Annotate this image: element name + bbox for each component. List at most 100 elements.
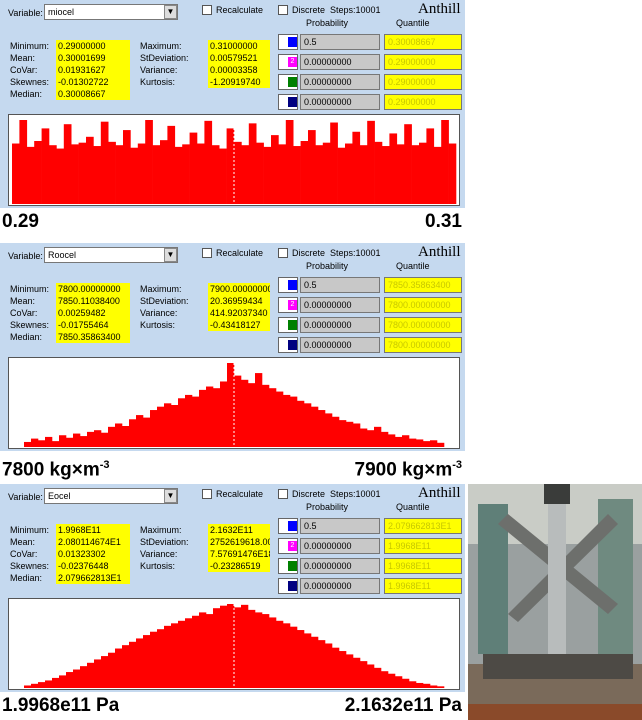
discrete-label: Discrete (292, 4, 325, 16)
histogram (8, 357, 460, 449)
quantile-button[interactable] (278, 94, 298, 110)
histogram-bar (402, 679, 409, 688)
variable-select[interactable]: Eocel (44, 488, 178, 504)
histogram-bar (123, 130, 131, 204)
photo (468, 484, 642, 720)
histogram-bar (220, 606, 227, 688)
dropdown-button[interactable]: ▼ (164, 489, 177, 503)
quantile-button[interactable] (278, 34, 298, 50)
range-label: 7900 kg×m-3 (355, 453, 463, 480)
histogram-bar (241, 605, 248, 688)
dropdown-button[interactable]: ▼ (164, 248, 177, 262)
stat-value: -0.43418127 (208, 319, 270, 331)
discrete-checkbox[interactable] (278, 5, 288, 15)
probability-field[interactable]: 0.00000000 (300, 538, 380, 554)
histogram-bar (325, 643, 332, 688)
quantile-button[interactable] (278, 74, 298, 90)
probability-field[interactable]: 0.00000000 (300, 558, 380, 574)
stat-value: -0.23286519 (208, 560, 270, 572)
histogram-bar (129, 419, 136, 447)
quantile-button[interactable]: 2 (278, 54, 298, 70)
variable-label: Variable: (8, 7, 43, 19)
quantile-button[interactable] (278, 558, 298, 574)
stat-value: 0.00259482 (56, 307, 130, 319)
histogram-bar (164, 403, 171, 447)
stat-label: Minimum: (10, 524, 49, 536)
button-swatch (288, 521, 297, 531)
stat-label: StDeviation: (140, 52, 189, 64)
histogram-bar (318, 640, 325, 688)
histogram-bar (206, 614, 213, 688)
probability-field[interactable]: 0.5 (300, 34, 380, 50)
quantile-button[interactable] (278, 277, 298, 293)
histogram-bar (332, 417, 339, 447)
histogram-bar (290, 627, 297, 688)
histogram-bar (426, 128, 434, 204)
recalculate-checkbox[interactable] (202, 248, 212, 258)
stat-label: Maximum: (140, 524, 182, 536)
histogram (8, 598, 460, 690)
discrete-label: Discrete (292, 247, 325, 259)
recalculate-label: Recalculate (216, 247, 263, 259)
probability-field[interactable]: 0.00000000 (300, 54, 380, 70)
variable-select[interactable]: Roocel (44, 247, 178, 263)
histogram-bar (241, 380, 248, 447)
histogram-bar (178, 398, 185, 447)
recalculate-checkbox[interactable] (202, 489, 212, 499)
probability-field[interactable]: 0.00000000 (300, 74, 380, 90)
histogram-bar (192, 397, 199, 447)
histogram-bar (197, 144, 205, 204)
quantile-field: 7800.00000000 (384, 317, 462, 333)
probability-field[interactable]: 0.00000000 (300, 317, 380, 333)
probability-field[interactable]: 0.00000000 (300, 94, 380, 110)
recalculate-checkbox[interactable] (202, 5, 212, 15)
histogram-bar (395, 676, 402, 688)
quantile-button[interactable] (278, 578, 298, 594)
histogram-bar (49, 145, 57, 204)
probability-field[interactable]: 0.00000000 (300, 297, 380, 313)
probability-field[interactable]: 0.00000000 (300, 337, 380, 353)
stat-value: 7850.35863400 (56, 331, 130, 343)
histogram-bar (352, 132, 360, 204)
discrete-checkbox[interactable] (278, 248, 288, 258)
histogram-bar (367, 121, 375, 204)
button-swatch: 2 (288, 300, 297, 310)
quantile-field: 0.29000000 (384, 74, 462, 90)
histogram-bar (360, 661, 367, 688)
range-label: 1.9968e11 Pa (2, 694, 119, 718)
histogram-bar (129, 642, 136, 688)
probability-field[interactable]: 0.5 (300, 518, 380, 534)
histogram-bar (419, 143, 427, 204)
app-name: Anthill (418, 0, 461, 18)
histogram-bar (262, 385, 269, 447)
histogram-bar (290, 397, 297, 447)
quantile-button[interactable] (278, 518, 298, 534)
histogram-bar (269, 388, 276, 447)
discrete-checkbox[interactable] (278, 489, 288, 499)
probability-field[interactable]: 0.5 (300, 277, 380, 293)
histogram-bar (175, 147, 183, 204)
recalculate-label: Recalculate (216, 4, 263, 16)
quantile-button[interactable] (278, 337, 298, 353)
histogram-bar (178, 621, 185, 688)
button-swatch (288, 37, 297, 47)
probability-field[interactable]: 0.00000000 (300, 578, 380, 594)
histogram-bar (164, 626, 171, 688)
quantile-header: Quantile (396, 17, 430, 29)
button-swatch (288, 97, 297, 107)
variable-select[interactable]: miocel (44, 4, 178, 20)
histogram-bar (262, 614, 269, 688)
dropdown-button[interactable]: ▼ (164, 5, 177, 19)
page: Variable:miocel▼RecalculateDiscreteSteps… (0, 0, 642, 720)
quantile-button[interactable]: 2 (278, 538, 298, 554)
recalculate-label: Recalculate (216, 488, 263, 500)
stat-value: 1.9968E11 (56, 524, 130, 536)
quantile-button[interactable] (278, 317, 298, 333)
histogram-bar (199, 612, 206, 688)
stat-value: 0.30001699 (56, 52, 130, 64)
histogram-bar (360, 145, 368, 204)
quantile-button[interactable]: 2 (278, 297, 298, 313)
stat-value: 2752619618.000 (208, 536, 270, 548)
histogram-bar (409, 439, 416, 447)
